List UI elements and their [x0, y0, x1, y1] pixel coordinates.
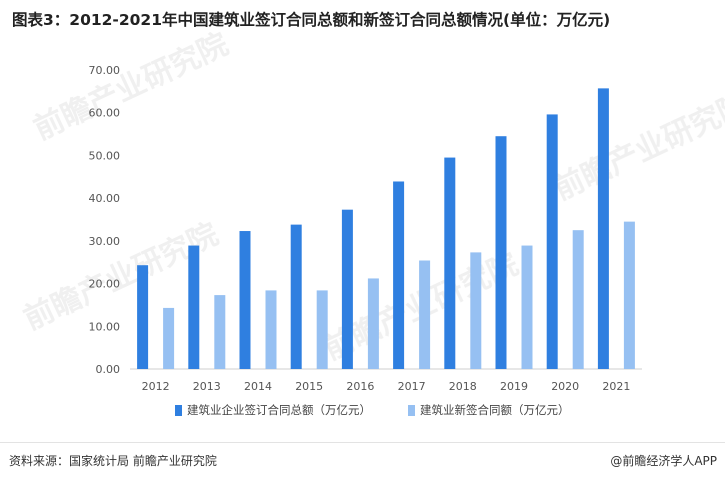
bar-total-contract — [546, 114, 558, 370]
bar-total-contract — [290, 224, 302, 369]
y-tick-label: 50.00 — [89, 149, 121, 162]
bar-new-contract — [419, 260, 431, 369]
y-tick-label: 60.00 — [89, 107, 121, 120]
x-tick-label: 2013 — [193, 380, 221, 393]
y-tick-label: 40.00 — [89, 192, 121, 205]
bar-new-contract — [214, 295, 226, 369]
y-tick-label: 10.00 — [89, 320, 121, 333]
bar-chart: 前瞻产业研究院 前瞻产业研究院 前瞻产业研究院 前瞻产业研究院 0.0010.0… — [19, 27, 725, 417]
bar-total-contract — [239, 231, 251, 369]
footer-divider — [0, 442, 725, 443]
bar-new-contract — [316, 290, 328, 369]
bar-total-contract — [444, 157, 456, 369]
bar-total-contract — [188, 245, 200, 369]
chart-title: 图表3：2012-2021年中国建筑业签订合同总额和新签订合同总额情况(单位：万… — [12, 11, 611, 29]
x-tick-label: 2018 — [449, 380, 477, 393]
bar-total-contract — [393, 181, 405, 369]
x-tick-label: 2016 — [346, 380, 374, 393]
bar-new-contract — [470, 252, 482, 369]
x-tick-label: 2020 — [551, 380, 579, 393]
legend-swatch — [408, 405, 415, 416]
y-tick-label: 70.00 — [89, 64, 121, 77]
y-tick-label: 30.00 — [89, 235, 121, 248]
source-note: 资料来源：国家统计局 前瞻产业研究院 — [9, 454, 217, 468]
bars-group — [137, 88, 635, 370]
bar-new-contract — [265, 290, 277, 369]
x-tick-label: 2014 — [244, 380, 272, 393]
bar-new-contract — [623, 221, 635, 369]
bar-total-contract — [597, 88, 609, 370]
bar-new-contract — [572, 230, 584, 369]
y-tick-label: 20.00 — [89, 278, 121, 291]
x-tick-label: 2015 — [295, 380, 323, 393]
watermark-text: 前瞻产业研究院 — [549, 87, 725, 207]
x-tick-label: 2017 — [398, 380, 426, 393]
bar-new-contract — [367, 278, 379, 369]
legend-label: 建筑业企业签订合同总额（万亿元） — [187, 403, 371, 417]
legend-label: 建筑业新签合同额（万亿元） — [420, 403, 570, 417]
x-axis: 2012 2013 2014 2015 2016 2017 2018 2019 2020 2021 — [142, 380, 631, 393]
credit-note: @前瞻经济学人APP — [610, 454, 717, 468]
x-tick-label: 2012 — [142, 380, 170, 393]
legend: 建筑业企业签订合同总额（万亿元） 建筑业新签合同额（万亿元） — [175, 403, 570, 417]
bar-total-contract — [137, 265, 149, 369]
watermark-text: 前瞻产业研究院 — [29, 27, 234, 147]
bar-new-contract — [163, 307, 175, 369]
legend-swatch — [175, 405, 182, 416]
bar-total-contract — [495, 136, 507, 369]
y-axis: 0.00 10.00 20.00 30.00 40.00 50.00 60.00 70.00 — [89, 64, 121, 376]
bar-new-contract — [521, 245, 533, 369]
bar-total-contract — [341, 209, 353, 369]
y-tick-label: 0.00 — [96, 363, 121, 376]
x-tick-label: 2021 — [602, 380, 630, 393]
x-tick-label: 2019 — [500, 380, 528, 393]
